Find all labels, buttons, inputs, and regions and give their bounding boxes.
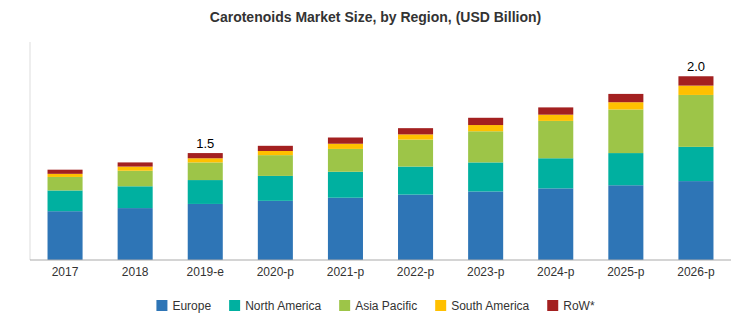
bar-segment xyxy=(48,174,83,177)
legend-swatch xyxy=(339,300,350,311)
bar-segment xyxy=(258,201,293,260)
x-axis-line xyxy=(30,260,731,261)
bar-segment xyxy=(118,186,153,208)
bar-segment xyxy=(608,153,643,185)
bar-segment xyxy=(608,185,643,260)
bar-segment xyxy=(398,140,433,167)
legend-item: Asia Pacific xyxy=(339,299,417,313)
bar-segment xyxy=(258,155,293,176)
legend-item: RoW* xyxy=(547,299,595,313)
bar-segment xyxy=(398,167,433,195)
bar-segment xyxy=(538,115,573,121)
bar-segment xyxy=(118,162,153,166)
bar-segment xyxy=(48,177,83,190)
legend-swatch xyxy=(156,300,167,311)
bar-segment xyxy=(468,125,503,131)
bar-segment xyxy=(118,167,153,171)
bar-segment xyxy=(678,95,713,147)
bar-segment xyxy=(328,198,363,260)
bar-segment xyxy=(188,204,223,260)
annotation: 1.5 xyxy=(196,136,214,151)
x-tick-label: 2022-p xyxy=(397,265,435,279)
background xyxy=(0,0,751,332)
chart: Carotenoids Market Size, by Region, (USD… xyxy=(0,0,751,332)
bar-segment xyxy=(468,118,503,125)
bar-segment xyxy=(678,86,713,95)
bar-segment xyxy=(328,138,363,144)
bar-segment xyxy=(538,158,573,188)
bar-segment xyxy=(258,146,293,151)
bar-segment xyxy=(678,147,713,181)
x-tick-label: 2023-p xyxy=(467,265,505,279)
bar-segment xyxy=(328,149,363,172)
bar-segment xyxy=(48,211,83,260)
bar-segment xyxy=(608,94,643,102)
bar-segment xyxy=(328,172,363,198)
bar-segment xyxy=(188,153,223,158)
legend-swatch xyxy=(547,300,558,311)
bar-segment xyxy=(538,107,573,114)
x-tick-label: 2020-p xyxy=(257,265,295,279)
legend-swatch xyxy=(435,300,446,311)
bar-segment xyxy=(468,191,503,260)
bar-segment xyxy=(398,195,433,260)
bar-segment xyxy=(48,190,83,211)
annotation: 2.0 xyxy=(687,59,705,74)
legend-swatch xyxy=(229,300,240,311)
bar-segment xyxy=(678,181,713,260)
x-tick-label: 2019-e xyxy=(187,265,225,279)
bar-segment xyxy=(188,162,223,180)
bar-segment xyxy=(538,188,573,260)
bar-segment xyxy=(258,151,293,155)
x-tick-label: 2026-p xyxy=(677,265,715,279)
bar-segment xyxy=(188,180,223,204)
legend-item: North America xyxy=(229,299,321,313)
legend-label: Europe xyxy=(172,299,211,313)
legend-item: South America xyxy=(435,299,529,313)
legend: Europe North America Asia Pacific South Ame… xyxy=(156,299,594,313)
legend-item: Europe xyxy=(156,299,211,313)
legend-label: North America xyxy=(245,299,321,313)
x-tick-label: 2021-p xyxy=(327,265,365,279)
bar-segment xyxy=(538,121,573,158)
bar-segment xyxy=(398,134,433,139)
bars xyxy=(48,76,714,260)
bar-segment xyxy=(678,76,713,85)
bar-segment xyxy=(398,128,433,134)
bar-segment xyxy=(258,176,293,201)
bar-segment xyxy=(118,208,153,260)
bar-segment xyxy=(48,170,83,174)
bar-segment xyxy=(608,109,643,153)
bar-segment xyxy=(118,171,153,187)
y-axis-line xyxy=(30,42,31,260)
bar-segment xyxy=(468,131,503,162)
legend-label: South America xyxy=(451,299,529,313)
bar-segment xyxy=(468,162,503,191)
title: Carotenoids Market Size, by Region, (USD… xyxy=(210,9,541,25)
x-tick-label: 2025-p xyxy=(607,265,645,279)
bar-segment xyxy=(328,144,363,149)
legend-label: Asia Pacific xyxy=(355,299,417,313)
bar-segment xyxy=(608,102,643,109)
x-tick-label: 2018 xyxy=(122,265,149,279)
legend-label: RoW* xyxy=(563,299,595,313)
x-tick-label: 2017 xyxy=(52,265,79,279)
bar-segment xyxy=(188,158,223,162)
x-tick-label: 2024-p xyxy=(537,265,575,279)
